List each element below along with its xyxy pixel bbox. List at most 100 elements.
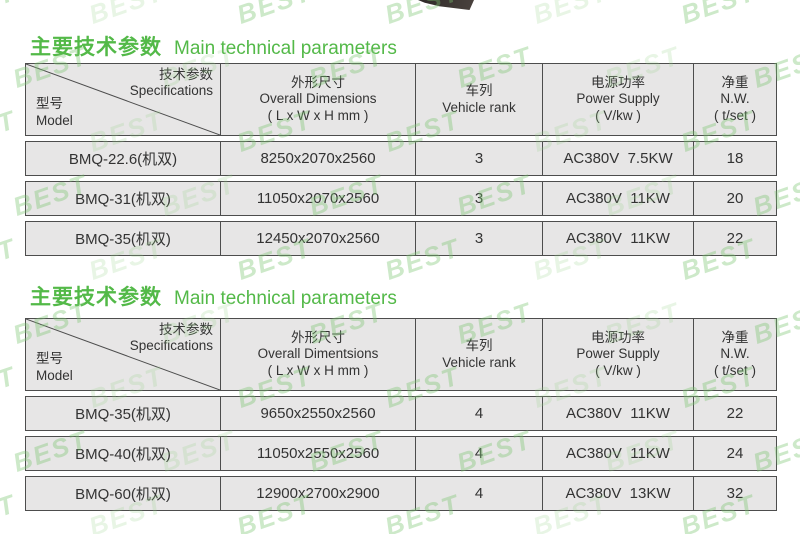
net-weight-cell: 20 <box>693 181 777 216</box>
dimensions-header-cell: 外形尺寸 Overall Dimensions ( L x W x H mm ) <box>220 63 415 136</box>
dimensions-header-en: Overall Dimensions <box>259 91 377 107</box>
dimensions-header-unit: ( L x W x H mm ) <box>267 107 369 123</box>
dimensions-header-zh: 外形尺寸 <box>291 74 345 90</box>
corner-bottom-zh: 型号 <box>36 351 63 367</box>
vehicle-rank-cell: 3 <box>415 221 542 256</box>
table-row: BMQ-35(机双) 9650x2550x2560 4 AC380V 11KW … <box>25 396 777 431</box>
table-row: BMQ-40(机双) 11050x2550x2560 4 AC380V 11KW… <box>25 436 777 471</box>
corner-top-zh: 技术参数 <box>159 67 213 82</box>
corner-top-zh: 技术参数 <box>159 322 213 337</box>
vehicle-rank-header-cell: 车列 Vehicle rank <box>415 63 542 136</box>
vehicle-rank-header-en: Vehicle rank <box>442 354 516 370</box>
corner-specifications-label: 技术参数 Specifications <box>130 322 213 355</box>
power-supply-header-cell: 电源功率 Power Supply ( V/kw ) <box>542 318 693 391</box>
vehicle-rank-header-cell: 车列 Vehicle rank <box>415 318 542 391</box>
corner-model-label: 型号 Model <box>36 96 73 129</box>
model-cell: BMQ-31(机双) <box>25 181 220 216</box>
corner-bottom-en: Model <box>36 367 73 383</box>
power-supply-header-unit: ( V/kw ) <box>595 362 641 378</box>
best-watermark: BEST <box>0 0 20 30</box>
best-watermark: BEST <box>0 488 20 534</box>
power-supply-header-en: Power Supply <box>576 91 660 107</box>
dimensions-header-unit: ( L x W x H mm ) <box>267 362 369 378</box>
best-watermark: BEST <box>233 0 316 30</box>
net-weight-cell: 24 <box>693 436 777 471</box>
vehicle-rank-cell: 4 <box>415 396 542 431</box>
section-title-chinese: 主要技术参数 <box>30 36 162 59</box>
model-cell: BMQ-60(机双) <box>25 476 220 511</box>
dimensions-header-zh: 外形尺寸 <box>291 329 345 345</box>
table-row: BMQ-35(机双) 12450x2070x2560 3 AC380V 11KW… <box>25 221 777 256</box>
diagonal-divider-line <box>26 64 220 135</box>
best-watermark: BEST <box>677 0 760 30</box>
model-cell: BMQ-22.6(机双) <box>25 141 220 176</box>
power-supply-cell: AC380V 7.5KW <box>542 141 693 176</box>
section-title-english: Main technical parameters <box>174 288 397 309</box>
best-watermark: BEST <box>0 360 20 414</box>
corner-header-cell: 技术参数 Specifications 型号 Model <box>25 63 220 136</box>
spec-table-2: 技术参数 Specifications 型号 Model 外形尺寸 Overal… <box>25 313 777 516</box>
model-cell: BMQ-35(机双) <box>25 221 220 256</box>
best-watermark: BEST <box>0 104 20 158</box>
power-supply-header-en: Power Supply <box>576 346 660 362</box>
model-cell: BMQ-35(机双) <box>25 396 220 431</box>
corner-specifications-label: 技术参数 Specifications <box>130 67 213 100</box>
vehicle-rank-cell: 4 <box>415 476 542 511</box>
dimensions-header-cell: 外形尺寸 Overall Dimentsions ( L x W x H mm … <box>220 318 415 391</box>
power-supply-cell: AC380V 11KW <box>542 436 693 471</box>
corner-top-en: Specifications <box>129 338 213 354</box>
net-weight-cell: 18 <box>693 141 777 176</box>
diagonal-divider-line <box>26 319 220 390</box>
corner-top-en: Specifications <box>129 83 213 99</box>
power-supply-header-zh: 电源功率 <box>591 329 645 345</box>
power-supply-cell: AC380V 11KW <box>542 221 693 256</box>
net-weight-header-zh: 净重 <box>721 74 749 90</box>
dimensions-cell: 11050x2550x2560 <box>220 436 415 471</box>
vehicle-rank-cell: 4 <box>415 436 542 471</box>
cropped-photo-fragment <box>418 0 474 10</box>
corner-bottom-en: Model <box>36 112 73 128</box>
vehicle-rank-header-en: Vehicle rank <box>442 99 516 115</box>
dimensions-cell: 9650x2550x2560 <box>220 396 415 431</box>
header-row: 技术参数 Specifications 型号 Model 外形尺寸 Overal… <box>25 63 777 136</box>
power-supply-cell: AC380V 11KW <box>542 181 693 216</box>
power-supply-header-cell: 电源功率 Power Supply ( V/kw ) <box>542 63 693 136</box>
vehicle-rank-header-zh: 车列 <box>465 338 493 354</box>
power-supply-cell: AC380V 11KW <box>542 396 693 431</box>
spec-table-1: 技术参数 Specifications 型号 Model 外形尺寸 Overal… <box>25 58 777 261</box>
net-weight-header-cell: 净重 N.W. ( t/set ) <box>693 318 777 391</box>
vehicle-rank-cell: 3 <box>415 141 542 176</box>
section-title-chinese: 主要技术参数 <box>30 286 162 309</box>
dimensions-cell: 12900x2700x2900 <box>220 476 415 511</box>
power-supply-header-zh: 电源功率 <box>591 74 645 90</box>
net-weight-header-en: N.W. <box>720 346 750 362</box>
table-row: BMQ-60(机双) 12900x2700x2900 4 AC380V 13KW… <box>25 476 777 511</box>
dimensions-cell: 8250x2070x2560 <box>220 141 415 176</box>
net-weight-header-cell: 净重 N.W. ( t/set ) <box>693 63 777 136</box>
net-weight-header-en: N.W. <box>720 91 750 107</box>
net-weight-cell: 22 <box>693 396 777 431</box>
vehicle-rank-cell: 3 <box>415 181 542 216</box>
power-supply-header-unit: ( V/kw ) <box>595 107 641 123</box>
corner-model-label: 型号 Model <box>36 351 73 384</box>
net-weight-header-unit: ( t/set ) <box>713 362 756 378</box>
section-2-title: 主要技术参数 Main technical parameters <box>30 281 397 311</box>
net-weight-cell: 32 <box>693 476 777 511</box>
power-supply-cell: AC380V 13KW <box>542 476 693 511</box>
dimensions-cell: 12450x2070x2560 <box>220 221 415 256</box>
corner-header-cell: 技术参数 Specifications 型号 Model <box>25 318 220 391</box>
section-title-english: Main technical parameters <box>174 38 397 59</box>
section-1-title: 主要技术参数 Main technical parameters <box>30 31 397 61</box>
dimensions-cell: 11050x2070x2560 <box>220 181 415 216</box>
best-watermark: BEST <box>529 0 612 30</box>
net-weight-header-unit: ( t/set ) <box>713 107 756 123</box>
model-cell: BMQ-40(机双) <box>25 436 220 471</box>
table-row: BMQ-31(机双) 11050x2070x2560 3 AC380V 11KW… <box>25 181 777 216</box>
net-weight-cell: 22 <box>693 221 777 256</box>
net-weight-header-zh: 净重 <box>721 329 749 345</box>
table-row: BMQ-22.6(机双) 8250x2070x2560 3 AC380V 7.5… <box>25 141 777 176</box>
best-watermark: BEST <box>85 0 168 30</box>
best-watermark: BEST <box>0 232 20 286</box>
vehicle-rank-header-zh: 车列 <box>465 83 493 99</box>
